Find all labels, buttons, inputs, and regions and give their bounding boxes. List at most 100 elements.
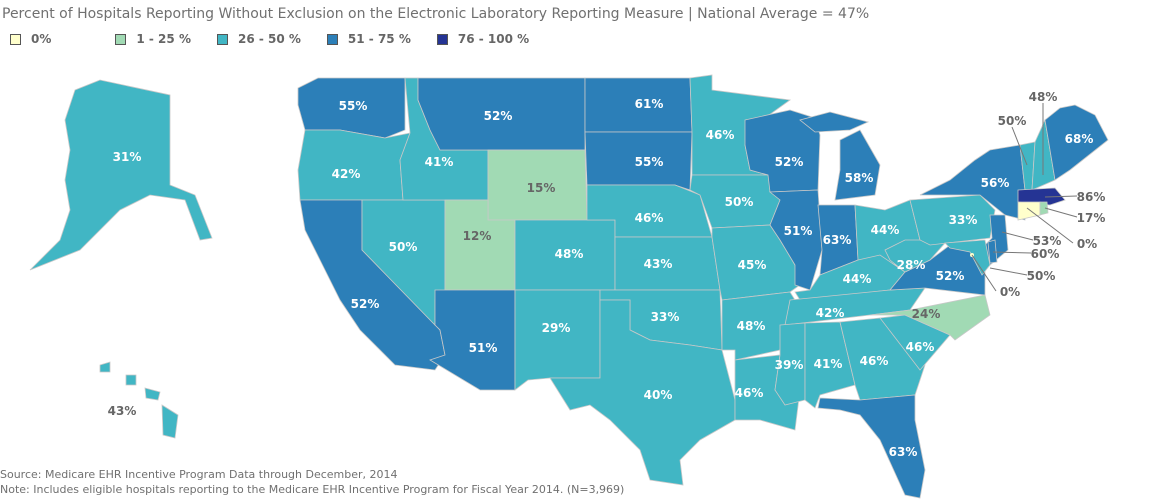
state-value-ny: 56% [981,176,1010,190]
state-value-dc: 0% [1000,285,1020,299]
state-value-mo: 45% [738,258,767,272]
state-value-ak: 31% [113,150,142,164]
leader-line [1044,195,1078,198]
legend-item-3[interactable]: 51 - 75 % [326,32,411,46]
state-value-de: 60% [1031,247,1060,261]
legend-item-1[interactable]: 1 - 25 % [115,32,191,46]
state-fl[interactable] [817,394,926,499]
legend-swatch [10,33,21,45]
state-hi[interactable] [99,361,111,373]
state-value-pa: 33% [949,213,978,227]
state-or[interactable] [297,129,411,201]
state-hi-big-island[interactable] [161,404,179,439]
legend-label: 51 - 75 % [347,32,411,46]
state-value-ga: 46% [860,354,889,368]
state-de[interactable] [987,239,998,264]
state-value-sc: 46% [906,340,935,354]
state-hi-molokai[interactable] [144,387,161,401]
state-value-ne: 46% [635,211,664,225]
state-value-nc: 24% [912,307,941,321]
state-value-ar: 48% [737,319,766,333]
leader-line [971,254,997,292]
state-value-oh: 44% [871,223,900,237]
state-value-hi: 43% [108,404,137,418]
legend: 0% 1 - 25 % 26 - 50 % 51 - 75 % 76 - 100… [10,32,555,46]
state-sd[interactable] [584,131,693,191]
state-value-il: 51% [784,224,813,238]
state-value-wv: 28% [897,258,926,272]
state-ri[interactable] [1039,201,1049,216]
legend-label: 0% [31,32,52,46]
state-value-al: 41% [814,357,843,371]
state-value-ky: 44% [843,272,872,286]
state-ct[interactable] [1017,201,1041,221]
state-value-la: 46% [735,386,764,400]
state-wv[interactable] [884,239,946,273]
state-value-sd: 55% [635,155,664,169]
footnote: Note: Includes eligible hospitals report… [0,483,625,496]
state-value-id: 41% [425,155,454,169]
state-value-nv: 50% [389,240,418,254]
legend-item-0[interactable]: 0% [10,32,51,46]
leader-line [1011,126,1028,166]
leader-line [992,251,1032,254]
state-value-nj: 53% [1033,234,1062,248]
leader-line [1044,207,1078,218]
state-nc[interactable] [869,294,991,341]
state-value-in: 63% [823,233,852,247]
state-value-nd: 61% [635,97,664,111]
state-value-wi: 52% [775,155,804,169]
state-value-me: 68% [1065,132,1094,146]
state-mi-upper[interactable] [799,111,870,133]
legend-swatch [115,33,127,45]
state-ar[interactable] [721,291,796,361]
state-ak[interactable] [29,79,213,271]
state-value-nm: 29% [542,321,571,335]
state-value-wa: 55% [339,99,368,113]
state-value-va: 52% [936,269,965,283]
source-note: Source: Medicare EHR Incentive Program D… [0,468,398,481]
state-value-ks: 43% [644,257,673,271]
state-hi-maui[interactable] [125,374,137,386]
state-nm[interactable] [514,289,601,391]
state-value-mt: 52% [484,109,513,123]
state-value-nh: 48% [1029,90,1058,104]
leader-line [1026,207,1074,244]
state-value-ma: 86% [1077,190,1106,204]
state-ma[interactable] [1017,187,1066,206]
legend-label: 1 - 25 % [136,32,191,46]
state-value-wy: 15% [527,181,556,195]
state-value-or: 42% [332,167,361,181]
state-value-tn: 42% [816,306,845,320]
legend-item-4[interactable]: 76 - 100 % [436,32,530,46]
leader-line [1001,231,1034,241]
state-value-tx: 40% [644,388,673,402]
state-value-ca: 52% [351,297,380,311]
state-value-ms: 39% [775,358,804,372]
legend-swatch [216,33,228,45]
map-title: Percent of Hospitals Reporting Without E… [2,6,870,22]
state-value-mn: 46% [706,128,735,142]
state-value-mi: 58% [845,171,874,185]
state-value-fl: 63% [889,445,918,459]
state-mi[interactable] [834,129,881,201]
leader-line [989,267,1028,276]
legend-item-2[interactable]: 26 - 50 % [216,32,301,46]
state-me[interactable] [1044,104,1109,181]
legend-swatch [436,33,448,45]
state-value-ri: 17% [1077,211,1106,225]
legend-swatch [326,33,338,45]
state-value-ut: 12% [463,229,492,243]
state-value-ct: 0% [1077,237,1097,251]
legend-label: 26 - 50 % [237,32,301,46]
state-value-ok: 33% [651,310,680,324]
state-az[interactable] [429,289,516,391]
state-value-co: 48% [555,247,584,261]
legend-label: 76 - 100 % [457,32,530,46]
state-value-vt: 50% [998,114,1027,128]
state-value-md: 50% [1027,269,1056,283]
state-md[interactable] [944,239,991,276]
state-value-ia: 50% [725,195,754,209]
state-value-az: 51% [469,341,498,355]
